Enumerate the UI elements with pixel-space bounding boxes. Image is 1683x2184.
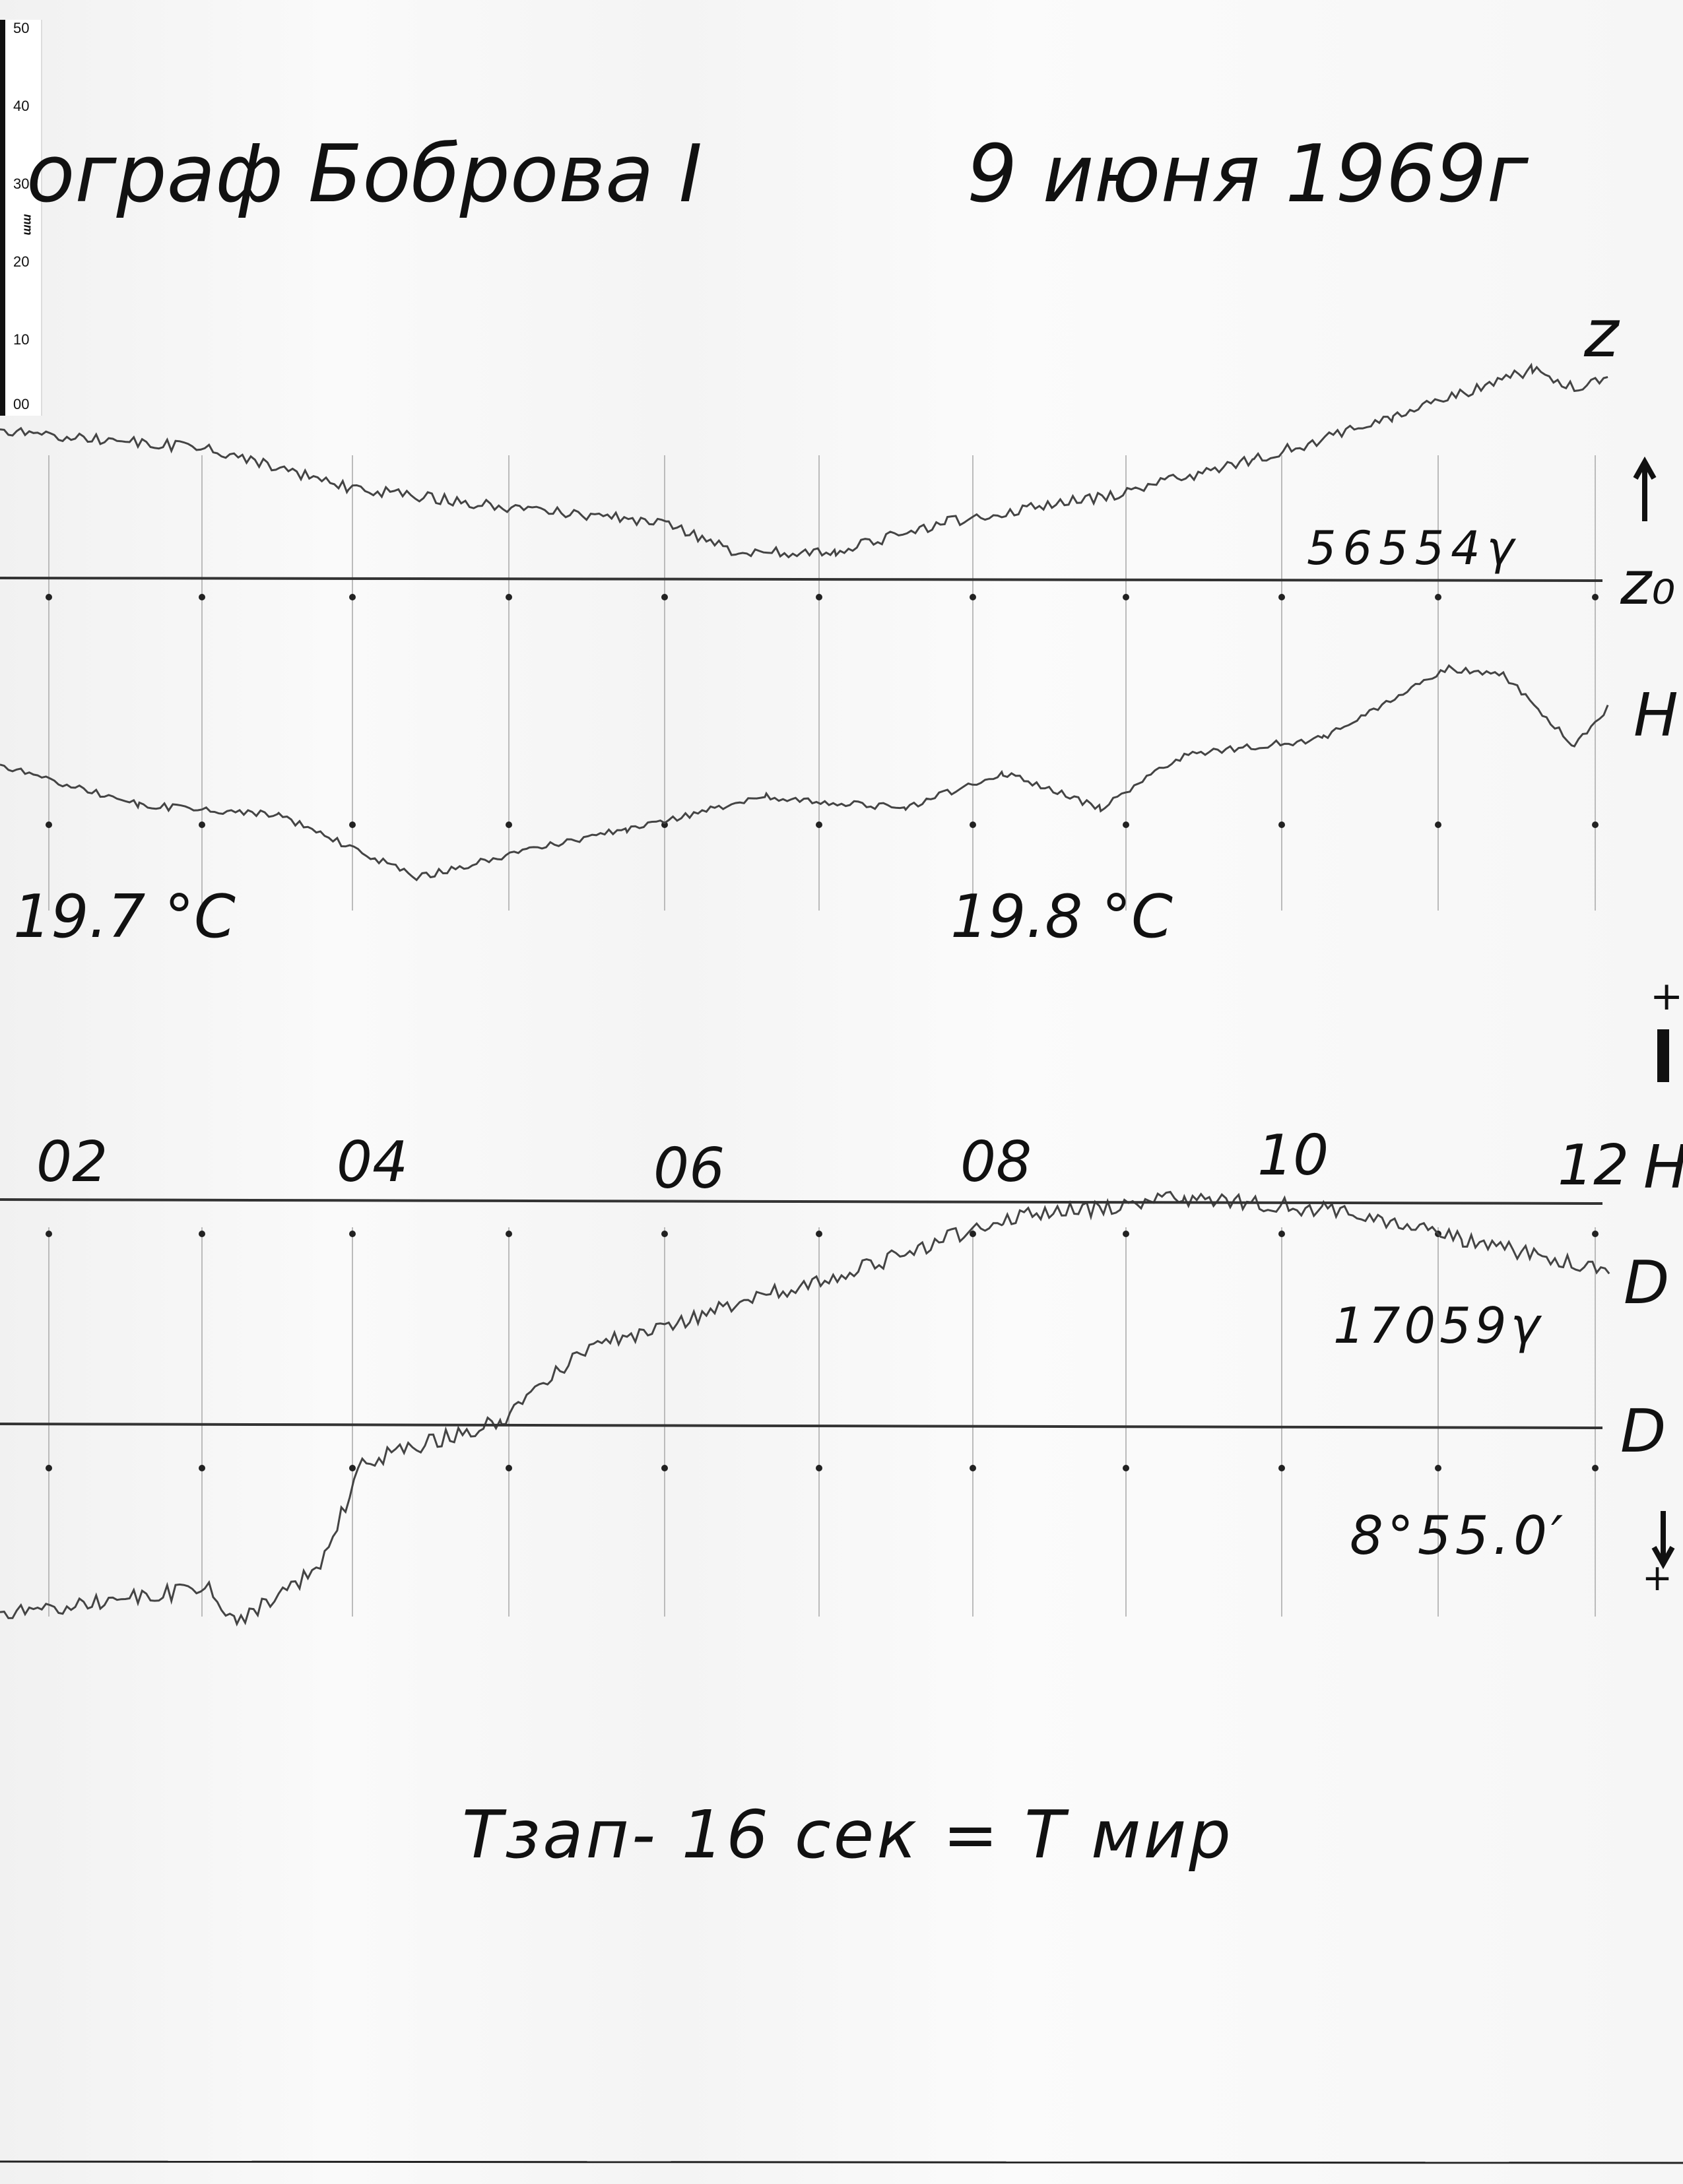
hour-tick-dot <box>970 821 976 828</box>
hour-tick-dot <box>199 1231 205 1237</box>
d-trace-label: D <box>1624 1248 1669 1318</box>
hour-tick-dot <box>1123 1465 1129 1471</box>
hour-tick-dot <box>970 1465 976 1471</box>
hour-tick-dot <box>661 594 668 600</box>
ruler-tick: 50 <box>13 20 30 36</box>
footer-note: Тзап- 16 сек = Т мир <box>462 1796 1234 1873</box>
hour-tick-dot <box>970 594 976 600</box>
traces <box>0 362 1610 1627</box>
hour-tick-dot <box>816 1231 822 1237</box>
hour-tick-dot <box>199 594 205 600</box>
temperature-mid: 19.8 °C <box>950 882 1173 951</box>
plus-mark-bottom: + <box>1642 1557 1672 1599</box>
hour-tick-dot <box>1592 821 1599 828</box>
hour-tick-dot <box>661 1231 668 1237</box>
instrument-title: ограф Боброва I <box>26 129 702 220</box>
arrow-up-icon <box>1633 456 1657 521</box>
hour-tick-dot <box>506 1231 512 1237</box>
hour-tick-dot <box>199 1465 205 1471</box>
z-baseline <box>0 577 1603 582</box>
d-trace <box>0 1190 1610 1627</box>
d-baseline-value: 8°55.0′ <box>1350 1505 1567 1566</box>
hour-tick-dot <box>816 821 822 828</box>
arrow-down-icon <box>1651 1511 1675 1570</box>
hour-tick-dot <box>1435 594 1441 600</box>
hour-tick-dot <box>816 1465 822 1471</box>
plus-mark-top: + <box>1650 973 1683 1019</box>
ruler-tick: 10 <box>13 331 30 348</box>
hour-tick-dot <box>1123 1231 1129 1237</box>
z-trace <box>0 362 1608 559</box>
hour-tick-dot <box>1123 821 1129 828</box>
hour-tick-marks <box>46 455 1599 1617</box>
hour-tick-dot <box>46 1231 52 1237</box>
ruler-tick: 40 <box>13 98 30 114</box>
hour-label-10: 10 <box>1257 1123 1329 1188</box>
hour-tick-dot <box>970 1231 976 1237</box>
ruler-tick: 20 <box>13 253 30 270</box>
sheet-edge <box>0 2160 1683 2164</box>
hour-tick-dot <box>1592 1465 1599 1471</box>
hour-tick-dot <box>349 1465 356 1471</box>
hour-tick-dot <box>46 821 52 828</box>
z-baseline-label: z₀ <box>1620 549 1675 618</box>
ruler-tick: 00 <box>13 396 30 412</box>
hour-tick-dot <box>506 821 512 828</box>
hour-label-04: 04 <box>337 1130 408 1195</box>
hour-tick-dot <box>349 1231 356 1237</box>
d-baseline <box>0 1423 1603 1429</box>
hour-tick-dot <box>661 1465 668 1471</box>
hour-tick-dot <box>506 1465 512 1471</box>
hour-label-12: 12 <box>1558 1133 1629 1198</box>
z-baseline-value: 56554γ <box>1307 521 1521 575</box>
hour-tick-dot <box>46 594 52 600</box>
hour-tick-dot <box>1278 1465 1285 1471</box>
h-trace-label: H <box>1634 681 1678 750</box>
d-baseline-label: D <box>1620 1397 1666 1466</box>
hour-tick-dot <box>46 1465 52 1471</box>
temperature-start: 19.7 °C <box>13 882 236 951</box>
hour-label-06: 06 <box>653 1136 725 1202</box>
hour-tick-dot <box>199 821 205 828</box>
h-baseline <box>0 1198 1603 1205</box>
z-trace-label: z <box>1583 295 1620 372</box>
hour-label-08: 08 <box>960 1130 1032 1195</box>
hour-tick-dot <box>1278 594 1285 600</box>
hour-label-02: 02 <box>36 1130 108 1195</box>
hour-tick-dot <box>816 594 822 600</box>
hour-tick-dot <box>1592 1231 1599 1237</box>
hour-tick-dot <box>1278 1231 1285 1237</box>
hour-tick-dot <box>1278 821 1285 828</box>
hour-tick-dot <box>506 594 512 600</box>
h-baseline-label: H <box>1643 1133 1683 1202</box>
record-date: 9 июня 1969г <box>967 129 1529 220</box>
ruler-tick: 30 <box>13 176 30 192</box>
hour-tick-dot <box>1123 594 1129 600</box>
hour-tick-dot <box>1435 1465 1441 1471</box>
hour-tick-dot <box>349 821 356 828</box>
h-trace <box>0 664 1609 882</box>
hour-tick-dot <box>349 594 356 600</box>
hour-tick-dot <box>1592 594 1599 600</box>
h-baseline-value: 17059γ <box>1333 1297 1544 1355</box>
scale-ruler: 50 40 30 mm 20 10 00 <box>0 20 42 416</box>
hour-tick-dot <box>1435 821 1441 828</box>
